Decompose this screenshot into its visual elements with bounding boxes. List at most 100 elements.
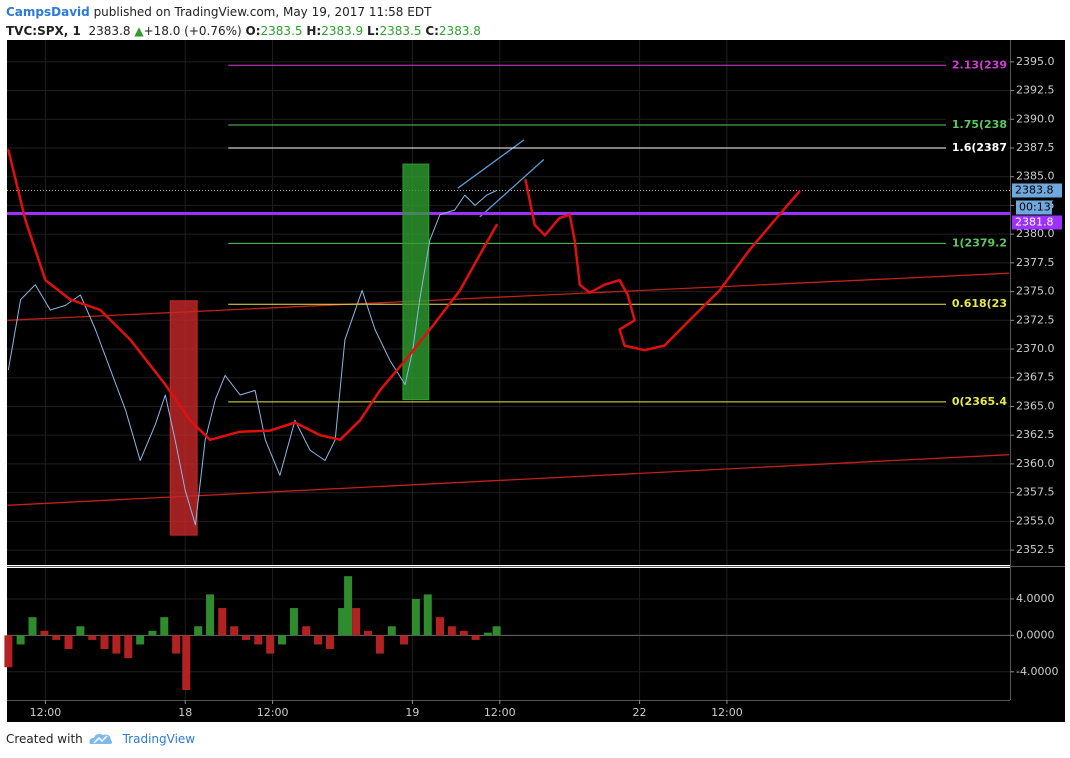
fib-label-bg [946,118,1008,133]
arrow: ▲ [134,24,144,38]
histogram-bar [206,594,215,636]
fib-label: 2.13(239 [952,58,1007,71]
histogram-bar [471,635,480,640]
y-tick-label: 2372.5 [1016,313,1055,326]
published: published on TradingView.com, May 19, 20… [93,5,432,19]
low: 2383.5 [379,24,422,38]
logo [89,734,113,744]
histogram-bar [28,617,37,636]
y-tick-label: 2367.5 [1016,371,1055,384]
histogram-bar [375,635,384,654]
histogram-bar [325,635,334,650]
fib-label: 0(2365.4 [952,395,1007,408]
histogram-bar [423,594,432,636]
box [169,300,198,536]
y-tick-label: 2377.5 [1016,256,1055,269]
open: 2383.5 [260,24,303,38]
histogram-bar [172,635,181,654]
series-line [7,190,498,526]
histogram-bar [242,635,251,640]
fib-label-bg [946,58,1008,73]
histogram-bar [387,626,396,636]
histogram-bar [492,626,501,636]
created-with: Created with [6,732,83,746]
histogram-bar [218,608,227,636]
countdown-label: 00:13 [1019,200,1051,213]
high: 2383.9 [321,24,364,38]
histogram-bar [148,630,157,636]
series-line [7,149,498,442]
x-tick-label: 12:00 [484,706,516,719]
fib-label: 0.618(23 [952,297,1007,310]
histogram-bar [266,635,275,654]
x-tick-label: 18 [178,706,192,719]
time-axis [7,700,1065,722]
series-line [524,178,801,352]
last: 2383.8 [88,24,131,38]
x-tick-label: 19 [405,706,419,719]
histogram-bar [112,635,121,654]
histogram-bar [314,635,323,645]
last-price-box [1012,183,1062,198]
l-label: L: [367,24,380,38]
fib-label: 1.6(2387 [952,141,1007,154]
fib-label-bg [946,236,1008,251]
histogram-bar [16,635,25,645]
header: CampsDavid published on TradingView.com,… [6,3,481,41]
histogram-bar [88,635,97,640]
x-tick-label: 12:00 [30,706,62,719]
y-tick-label: 2395.0 [1016,55,1055,68]
y-tick-label: 2375.0 [1016,285,1055,298]
price-axis [1010,40,1065,700]
header-line: CampsDavid published on TradingView.com,… [6,3,481,22]
histogram-bar [400,635,409,645]
histogram-bar [40,630,49,636]
fib-label-bg [946,140,1008,155]
histogram-bar [76,626,85,636]
main-pane [7,40,1010,565]
y-tick-label: 2362.5 [1016,428,1055,441]
histogram-bar [344,576,353,636]
histogram-bar [182,635,191,690]
histogram-bar [160,617,169,636]
fib-label-bg [946,297,1008,312]
last-price-label: 2383.8 [1015,183,1054,196]
y-tick-label: 2360.0 [1016,457,1055,470]
histogram-bar [194,626,203,636]
histogram-bar [230,626,239,636]
symbol: TVC:SPX, 1 [6,24,81,38]
histogram-bar [447,626,456,636]
countdown-box [1016,200,1052,215]
level-box [1012,215,1062,230]
o-label: O: [245,24,261,38]
trend-line [479,159,545,218]
histogram-bar [124,635,133,659]
histogram-bar [136,635,145,645]
histogram-bar [483,632,492,636]
y-tick-label: 2385.0 [1016,170,1055,183]
histogram-bar [64,635,73,650]
y-tick-label: -4.0000 [1016,665,1058,678]
y-tick-label: 2352.5 [1016,543,1055,556]
chart: 12:00 18 12:00 19 12:00 22 12:00 2352.5 2355.0 23… [4,40,1065,722]
indicator-pane [7,568,1010,700]
y-tick-label: 2380.0 [1016,227,1055,240]
c-label: C: [425,24,439,38]
y-tick-label: 2390.0 [1016,112,1055,125]
author[interactable]: CampsDavid [6,5,90,19]
y-tick-label: 2392.5 [1016,84,1055,97]
histogram-bar [352,608,361,636]
y-tick-label: 2355.0 [1016,514,1055,527]
histogram-bar [278,635,287,645]
histogram-bar [289,608,298,636]
histogram-bar [364,630,373,636]
x-tick-label: 12:00 [711,706,743,719]
y-tick-label: 2357.5 [1016,486,1055,499]
x-tick-label: 12:00 [257,706,289,719]
header-line: TVC:SPX, 1 2383.8 ▲+18.0 (+0.76%) O:2383… [6,22,481,41]
brand[interactable]: TradingView [122,732,196,746]
box [402,163,430,401]
histogram-bar [411,598,420,636]
x-tick-label: 22 [633,706,647,719]
